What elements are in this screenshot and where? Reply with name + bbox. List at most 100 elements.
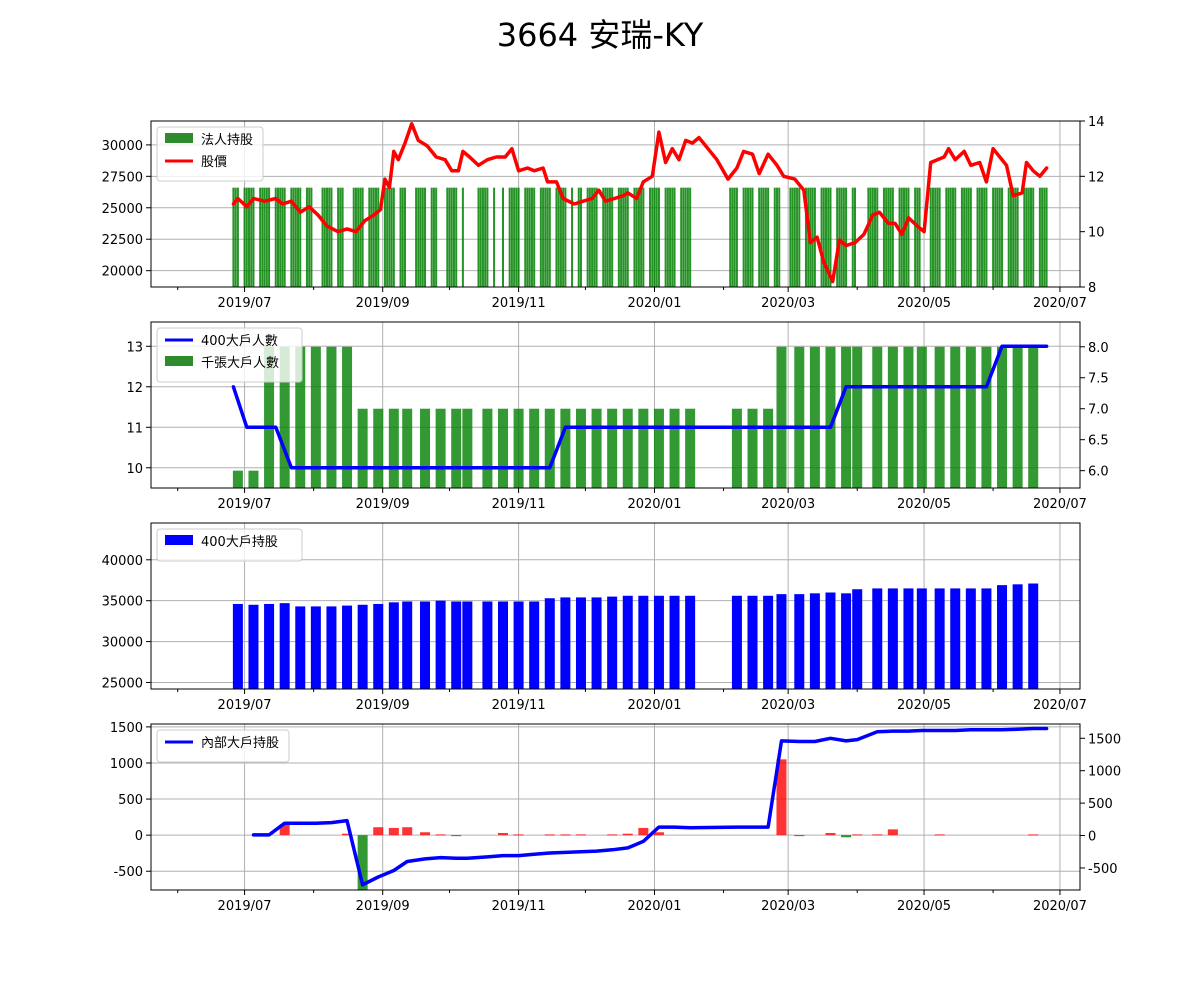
holding-bar — [791, 187, 794, 287]
holding-bar — [666, 187, 669, 287]
y2-tick-label: 8 — [1088, 281, 1096, 296]
big-holder-count-bar — [388, 408, 399, 488]
holding-bar — [655, 187, 658, 287]
holding-bar — [900, 187, 903, 287]
holding-bar — [967, 187, 970, 287]
holding-bar — [836, 187, 839, 287]
holding-bar — [825, 187, 828, 287]
holding-400-bar — [916, 588, 927, 689]
holding-bar — [804, 187, 807, 287]
holding-bar — [938, 187, 941, 287]
holding-bar — [446, 187, 449, 287]
y2-tick-label: 1500 — [1088, 732, 1121, 747]
big-holder-count-bar — [685, 408, 696, 488]
holding-bar — [871, 187, 874, 287]
holding-bar — [976, 187, 979, 287]
big-holder-count-bar — [747, 408, 758, 488]
insider-change-bar — [513, 834, 524, 836]
y2-tick-label: 10 — [1088, 226, 1105, 241]
legend: 內部大戶持股 — [156, 729, 290, 763]
legend-bar-swatch — [165, 356, 193, 366]
legend-label: 內部大戶持股 — [201, 736, 279, 751]
holding-bar — [916, 187, 919, 287]
holding-bar — [593, 187, 596, 287]
x-tick-label: 2020/03 — [761, 899, 815, 914]
holding-bar — [936, 187, 939, 287]
holding-400-bar — [575, 597, 586, 689]
holding-bar — [664, 187, 667, 287]
holding-bar — [386, 187, 389, 287]
y-tick-label: 11 — [126, 421, 143, 436]
figure-title: 3664 安瑞-KY — [497, 16, 704, 54]
holding-bar — [419, 187, 422, 287]
holding-400-bar — [591, 597, 602, 689]
holding-400-bar — [950, 588, 961, 689]
insider-change-bar — [872, 834, 883, 836]
x-tick-label: 2019/07 — [218, 296, 272, 311]
holding-bar — [513, 187, 516, 287]
holding-bar — [248, 187, 251, 287]
holding-bar — [588, 187, 591, 287]
holding-bar — [528, 187, 531, 287]
holding-bar — [983, 187, 986, 287]
insider-change-bar — [622, 833, 633, 836]
holding-bar — [515, 187, 518, 287]
big-holder-count-bar — [965, 346, 976, 488]
holding-bar — [626, 187, 629, 287]
big-holder-count-bar — [373, 408, 384, 488]
holding-400-bar — [529, 601, 540, 689]
big-holder-count-bar — [887, 346, 898, 488]
holding-bar — [310, 187, 313, 287]
y-tick-label: 0 — [135, 829, 143, 844]
panel-4: 2019/07 2019/09 2019/11 2020/01 2020/03 2020/… — [110, 721, 1121, 914]
holding-bar — [401, 187, 404, 287]
big-holder-count-bar — [852, 346, 863, 488]
legend-bar-swatch — [165, 133, 193, 143]
y2-tick-label: 14 — [1088, 115, 1105, 130]
big-holder-count-bar — [950, 346, 961, 488]
holding-bar — [651, 187, 654, 287]
holding-bar — [1007, 187, 1010, 287]
holding-bar — [606, 187, 609, 287]
holding-bar — [867, 187, 870, 287]
big-holder-count-bar — [451, 408, 462, 488]
holding-400-bar — [462, 601, 473, 689]
holding-400-bar — [342, 605, 353, 689]
x-tick-label: 2020/05 — [897, 296, 951, 311]
big-holder-count-bar — [825, 346, 836, 488]
holding-bar — [259, 187, 262, 287]
holding-bar — [308, 187, 311, 287]
holding-400-bar — [310, 606, 321, 689]
holding-400-bar — [638, 595, 649, 689]
holding-bar — [992, 187, 995, 287]
holding-bar — [851, 187, 854, 287]
holding-bar — [829, 187, 832, 287]
legend-label: 法人持股 — [201, 133, 253, 148]
panel-1: 2019/07 2019/09 2019/11 2020/01 2020/03 2020/… — [102, 115, 1105, 311]
holding-bar — [742, 187, 745, 287]
x-tick-label: 2020/05 — [897, 899, 951, 914]
insider-change-bar — [575, 834, 586, 836]
legend-box — [156, 327, 303, 383]
holding-bar — [885, 187, 888, 287]
holding-bar — [965, 187, 968, 287]
holding-bar — [789, 187, 792, 287]
holding-bar — [954, 187, 957, 287]
holding-bar — [902, 187, 906, 287]
holding-400-bar — [794, 594, 805, 689]
big-holder-count-bar — [575, 408, 586, 488]
holding-bar — [510, 187, 513, 287]
y-tick-label: -500 — [113, 865, 143, 880]
y-tick-label: 30000 — [102, 139, 143, 154]
y2-tick-label: 7.5 — [1088, 372, 1109, 387]
holding-bar — [542, 187, 545, 287]
y-tick-label: 500 — [118, 793, 143, 808]
big-holder-count-bar — [497, 408, 508, 488]
holding-bar — [390, 187, 393, 287]
holding-bar — [684, 187, 687, 287]
holding-bar — [370, 187, 373, 287]
insider-holding-line — [251, 726, 1049, 887]
holding-bar — [998, 187, 1001, 287]
holding-bar — [657, 187, 660, 287]
holding-400-bar — [934, 588, 945, 689]
